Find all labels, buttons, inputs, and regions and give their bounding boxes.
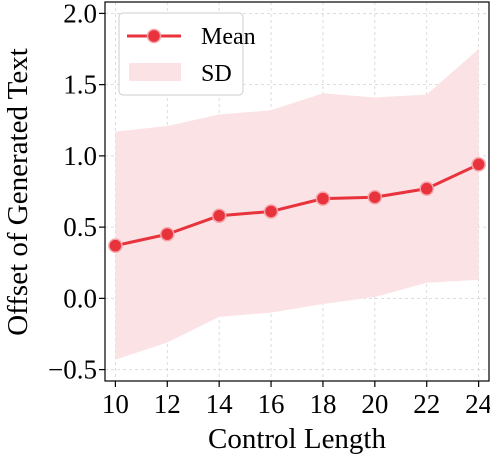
plot-frame <box>104 1 490 382</box>
y-tick-label: −0.5 <box>48 355 97 385</box>
x-axis-label: Control Length <box>208 423 387 455</box>
x-tick-label: 18 <box>309 389 336 419</box>
y-tick-label: 2.0 <box>63 0 97 28</box>
y-tick-label: 1.0 <box>63 141 97 171</box>
x-tick-label: 22 <box>413 389 440 419</box>
mean-point <box>315 191 331 206</box>
mean-point <box>419 181 434 196</box>
legend-sd-swatch <box>129 63 181 81</box>
legend-mean-marker <box>146 28 162 44</box>
x-axis-ticks: 10 12 14 16 18 20 22 24 <box>102 381 490 419</box>
x-tick-label: 20 <box>361 389 388 419</box>
y-tick-label: 0.0 <box>63 283 97 313</box>
x-tick-label: 16 <box>258 389 285 419</box>
mean-point <box>108 238 123 253</box>
y-tick-label: 0.5 <box>63 212 97 242</box>
mean-point <box>471 157 486 172</box>
x-tick-label: 24 <box>465 389 490 419</box>
y-tick-label: 1.5 <box>63 70 97 100</box>
y-axis-label: Offset of Generated Text <box>2 48 34 336</box>
legend-mean-label: Mean <box>201 24 256 50</box>
x-tick-label: 12 <box>154 389 181 419</box>
mean-point <box>160 226 175 242</box>
mean-line <box>115 163 480 248</box>
legend: Mean SD <box>118 12 256 96</box>
mean-line-layer <box>108 157 486 253</box>
mean-point <box>263 204 279 219</box>
x-tick-label: 10 <box>102 389 129 419</box>
mean-point <box>367 189 383 205</box>
axes-frame <box>104 1 490 382</box>
mean-point <box>211 208 227 223</box>
y-axis-ticks: −0.5 0.0 0.5 1.0 1.5 2.0 <box>48 0 105 385</box>
x-tick-label: 14 <box>206 389 234 419</box>
legend-sd-label: SD <box>201 61 232 87</box>
